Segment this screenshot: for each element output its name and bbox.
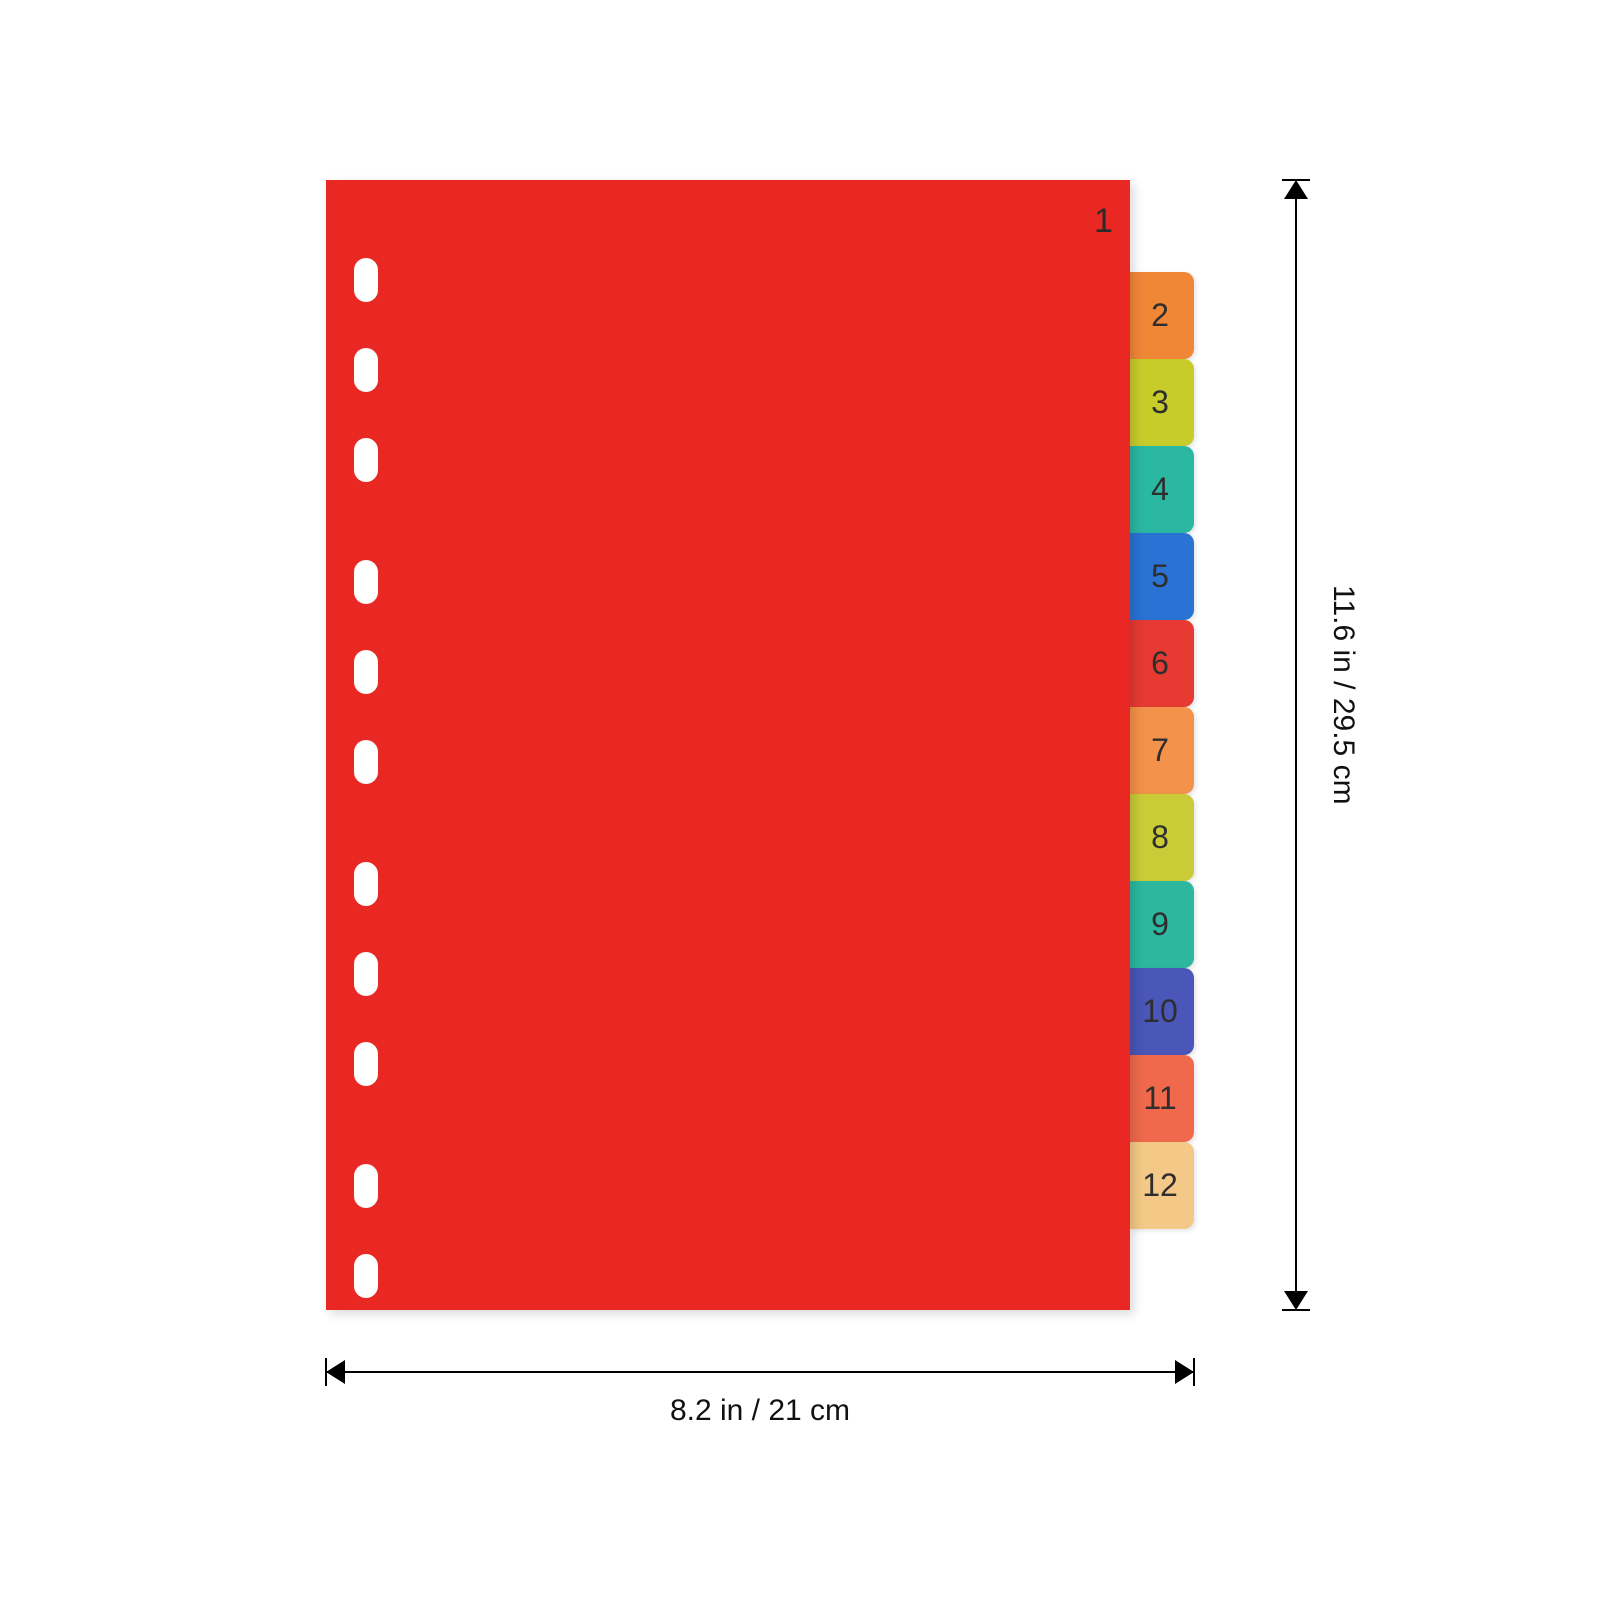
- binder-hole: [354, 438, 378, 482]
- divider-tab: 11: [1130, 1055, 1194, 1142]
- divider-tab: 10: [1130, 968, 1194, 1055]
- divider-tab: 3: [1130, 359, 1194, 446]
- binder-hole: [354, 862, 378, 906]
- tab-number: 5: [1151, 558, 1169, 595]
- binder-hole: [354, 348, 378, 392]
- tab-number: 9: [1151, 906, 1169, 943]
- divider-tab: 5: [1130, 533, 1194, 620]
- binder-hole: [354, 650, 378, 694]
- divider-sheet: 1: [326, 180, 1130, 1310]
- tab-number: 12: [1142, 1167, 1178, 1204]
- product-dimension-diagram: 2 3 4 5 6 7 8 9 10 11 12 1 8.2 in / 21 cm 11.6 in …: [0, 0, 1600, 1600]
- height-dimension-label: 11.6 in / 29.5 cm: [1326, 585, 1360, 905]
- width-dimension-label: 8.2 in / 21 cm: [620, 1394, 900, 1428]
- tab-number: 10: [1142, 993, 1178, 1030]
- divider-tab: 9: [1130, 881, 1194, 968]
- divider-tab: 2: [1130, 272, 1194, 359]
- tab-number: 2: [1151, 297, 1169, 334]
- tab-number: 7: [1151, 732, 1169, 769]
- binder-hole: [354, 740, 378, 784]
- binder-hole: [354, 1042, 378, 1086]
- binder-hole: [354, 258, 378, 302]
- binder-hole: [354, 952, 378, 996]
- binder-hole: [354, 1254, 378, 1298]
- divider-tab: 4: [1130, 446, 1194, 533]
- binder-hole: [354, 1164, 378, 1208]
- binder-hole: [354, 560, 378, 604]
- tab-number-1: 1: [1094, 202, 1113, 241]
- tab-number: 11: [1143, 1080, 1176, 1117]
- tab-number: 8: [1151, 819, 1169, 856]
- divider-tab: 6: [1130, 620, 1194, 707]
- tab-number: 3: [1151, 384, 1169, 421]
- divider-tab: 7: [1130, 707, 1194, 794]
- divider-tab: 8: [1130, 794, 1194, 881]
- tab-number: 4: [1151, 471, 1169, 508]
- tab-number: 6: [1151, 645, 1169, 682]
- divider-tab: 12: [1130, 1142, 1194, 1229]
